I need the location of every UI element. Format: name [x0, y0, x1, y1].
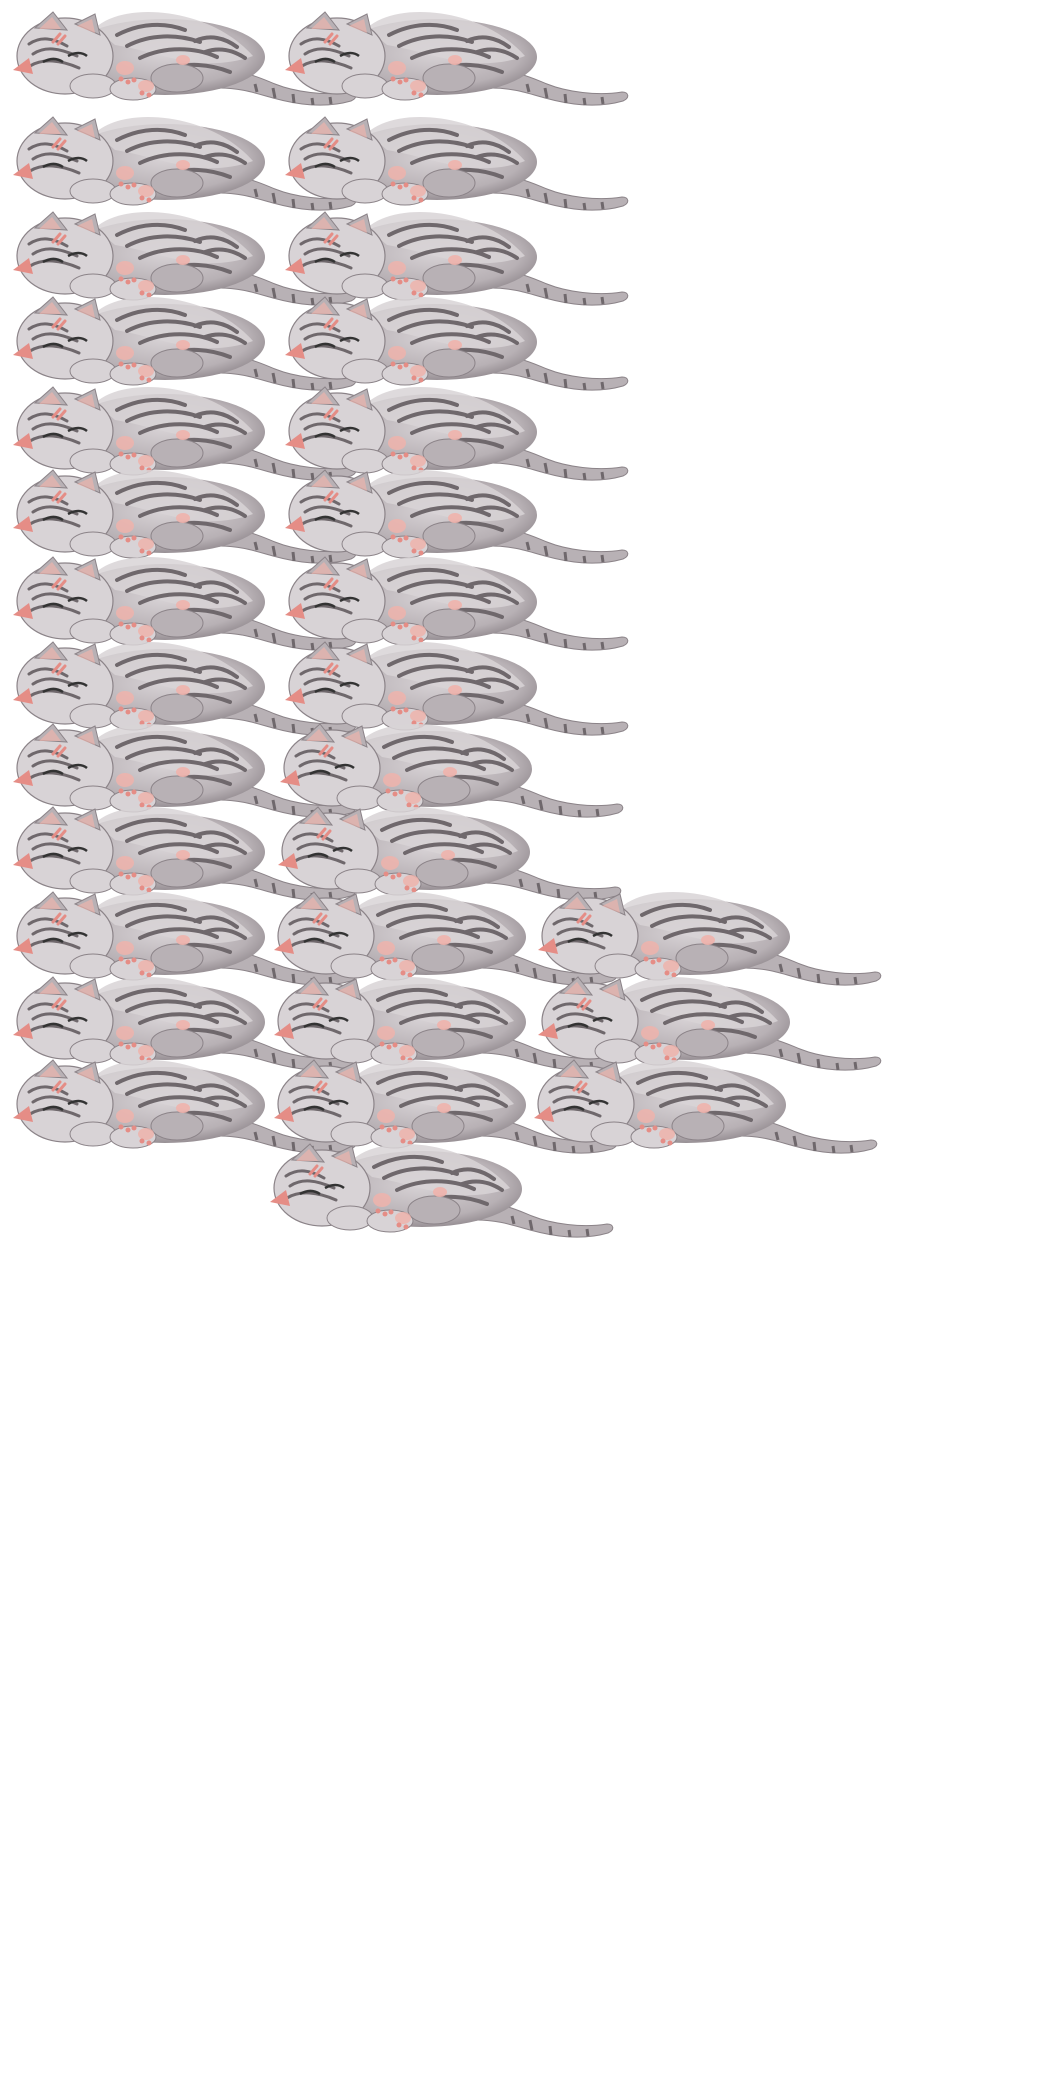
cat-frame-1: [5, 0, 365, 110]
cat-frame-11: [5, 880, 365, 990]
cat-frame-29: [530, 965, 890, 1075]
cat-frame-27: [262, 1132, 622, 1242]
cat-frame-22: [272, 712, 632, 822]
cat-frame-7: [5, 545, 365, 655]
cat-frame-28: [530, 880, 890, 990]
cat-frame-19: [277, 458, 637, 568]
cat-frame-4: [5, 285, 365, 395]
cat-frame-5: [5, 375, 365, 485]
cat-frame-2: [5, 105, 365, 215]
cat-frame-13: [5, 1048, 365, 1158]
cat-frame-14: [277, 0, 637, 110]
cat-frame-23: [270, 795, 630, 905]
cat-frame-18: [277, 375, 637, 485]
cat-frame-3: [5, 200, 365, 310]
cat-frame-10: [5, 795, 365, 905]
cat-frame-21: [277, 630, 637, 740]
cat-frame-30: [526, 1048, 886, 1158]
cat-frame-6: [5, 458, 365, 568]
cat-frame-15: [277, 105, 637, 215]
cat-frame-12: [5, 965, 365, 1075]
cat-frame-24: [266, 880, 626, 990]
cat-frame-16: [277, 200, 637, 310]
cat-frame-17: [277, 285, 637, 395]
cat-frame-9: [5, 712, 365, 822]
cat-frame-20: [277, 545, 637, 655]
cat-frame-26: [266, 1048, 626, 1158]
cat-frame-25: [266, 965, 626, 1075]
